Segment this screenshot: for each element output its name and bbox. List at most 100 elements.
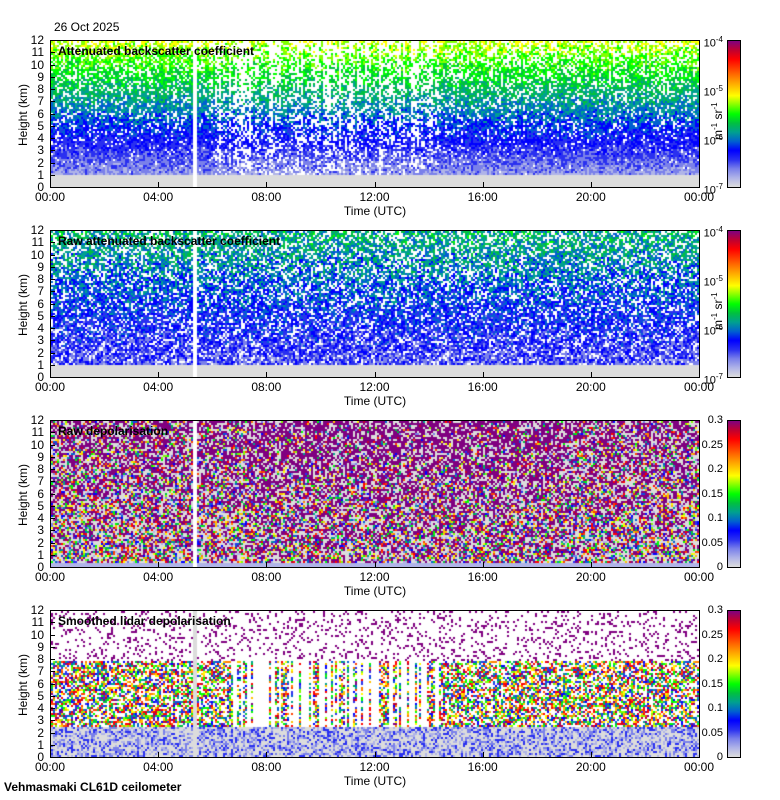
y-tick-mark (50, 101, 55, 103)
colorbar-tick-label: 0.05 (701, 726, 723, 739)
y-tick-label: 11 (31, 235, 44, 250)
y-tick-mark (50, 315, 55, 317)
y-tick-label: 8 (37, 272, 44, 286)
y-tick-mark (50, 708, 55, 709)
y-tick-label: 4 (37, 321, 44, 335)
y-tick-mark (50, 138, 55, 139)
y-tick-label: 11 (31, 615, 44, 630)
y-tick-label: 12 (30, 223, 44, 237)
x-tick-mark (50, 372, 51, 377)
colorbar-unit-part: m (711, 320, 725, 330)
colorbar-tick-label: 0.15 (701, 487, 723, 500)
x-tick-label: 00:00 (683, 570, 715, 584)
y-tick-label: 2 (37, 725, 44, 740)
colorbar-unit-part: -1 (710, 102, 719, 110)
y-tick-mark (50, 695, 55, 697)
plot-title: Raw depolarisation (58, 424, 169, 438)
colorbar-unit-label: m-1 sr-1 (710, 292, 725, 330)
y-tick-mark (50, 364, 55, 366)
y-tick-label: 0 (37, 370, 44, 384)
x-tick-mark (158, 182, 160, 187)
y-tick-label: 11 (31, 45, 44, 60)
colorbar-unit-part: sr (711, 299, 725, 310)
x-tick-label: 12:00 (359, 570, 390, 584)
x-axis-label: Time (UTC) (343, 204, 407, 218)
y-tick-mark (50, 279, 55, 280)
x-tick-label: 08:00 (251, 190, 282, 204)
x-tick-mark (158, 752, 160, 757)
y-tick-mark (50, 52, 55, 54)
chart-panel: Smoothed lidar depolarisation 0 1 2 3 4 5 6 7 8 9 1… (0, 604, 780, 800)
y-tick-mark (50, 254, 55, 256)
x-tick-mark (266, 182, 268, 187)
x-tick-label: 08:00 (251, 760, 282, 774)
y-tick-label: 7 (37, 474, 44, 489)
colorbar-tick-label: 0.3 (707, 604, 723, 616)
y-axis-label: Height (km) (16, 653, 30, 716)
colorbar-tick-label: 10-6 (683, 322, 723, 338)
y-tick-mark (50, 444, 55, 446)
colorbar-tick-label: 0 (716, 561, 723, 573)
y-tick-label: 1 (37, 547, 44, 562)
colorbar-unit-part: -1 (710, 292, 719, 300)
colorbar-tick-label: 10-7 (683, 181, 723, 197)
y-tick-mark (50, 622, 55, 624)
y-tick-mark (50, 757, 55, 758)
y-tick-label: 3 (37, 713, 44, 728)
y-tick-label: 1 (37, 167, 44, 182)
x-tick-mark (699, 562, 700, 567)
colorbar-tick-label: 0.05 (701, 536, 723, 549)
y-tick-mark (50, 542, 55, 544)
colorbar-tick-exponent: -4 (715, 225, 723, 234)
y-tick-mark (50, 303, 55, 305)
colorbar-tick-exponent: -6 (715, 133, 723, 142)
date-label: 26 Oct 2025 (54, 20, 120, 34)
x-tick-mark (699, 372, 700, 377)
y-tick-mark (50, 610, 55, 611)
y-tick-label: 4 (37, 131, 44, 145)
x-tick-label: 12:00 (359, 190, 390, 204)
x-tick-mark (590, 752, 592, 757)
y-tick-mark (50, 530, 55, 532)
x-tick-label: 08:00 (251, 570, 282, 584)
plot-area: Raw depolarisation (50, 420, 700, 568)
x-tick-label: 00:00 (34, 380, 66, 394)
y-tick-label: 0 (37, 180, 44, 194)
x-tick-label: 00:00 (34, 570, 66, 584)
colorbar (727, 230, 741, 378)
colorbar-unit-part: m (711, 130, 725, 140)
y-tick-mark (50, 744, 55, 746)
x-tick-label: 04:00 (143, 570, 174, 584)
y-tick-label: 12 (30, 413, 44, 427)
colorbar-tick-label: 10-5 (683, 273, 723, 289)
y-tick-mark (50, 377, 55, 378)
y-tick-mark (50, 352, 55, 354)
colorbar-tick-label: 10-5 (683, 83, 723, 99)
x-tick-label: 16:00 (467, 380, 498, 394)
plot-title: Smoothed lidar depolarisation (58, 614, 231, 628)
colorbar-tick-label: 0.2 (707, 653, 723, 665)
y-tick-label: 9 (37, 449, 44, 464)
y-tick-mark (50, 456, 55, 458)
y-tick-mark (50, 291, 55, 293)
y-axis-label: Height (km) (16, 273, 30, 336)
heatmap-canvas (51, 231, 699, 377)
y-tick-label: 4 (37, 701, 44, 715)
colorbar-tick-exponent: -5 (715, 84, 723, 93)
x-tick-mark (50, 182, 51, 187)
y-axis-label: Height (km) (16, 83, 30, 146)
y-tick-label: 3 (37, 523, 44, 538)
x-tick-label: 00:00 (683, 760, 715, 774)
x-tick-label: 04:00 (143, 760, 174, 774)
y-tick-mark (50, 720, 55, 722)
x-tick-label: 00:00 (683, 380, 715, 394)
y-tick-mark (50, 567, 55, 568)
y-tick-label: 12 (30, 33, 44, 47)
x-axis-label: Time (UTC) (343, 584, 407, 598)
y-tick-mark (50, 481, 55, 483)
y-tick-label: 7 (37, 94, 44, 109)
y-tick-mark (50, 554, 55, 556)
x-tick-label: 08:00 (251, 380, 282, 394)
x-tick-label: 00:00 (34, 760, 66, 774)
x-tick-mark (266, 372, 268, 377)
